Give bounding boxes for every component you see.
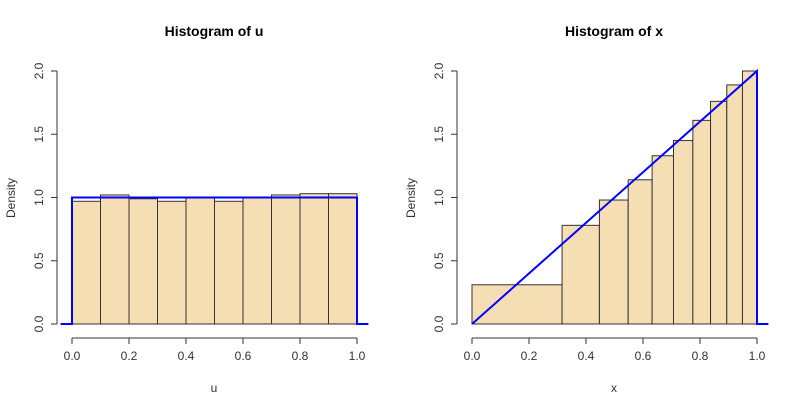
x-tick-label: 0.8 bbox=[692, 349, 709, 363]
histogram-bar bbox=[710, 100, 728, 325]
y-tick-label: 0.5 bbox=[32, 252, 46, 269]
chart-title: Histogram of u bbox=[165, 23, 264, 39]
bars bbox=[471, 70, 758, 325]
histogram-bar bbox=[128, 198, 158, 325]
histogram-bar bbox=[651, 155, 674, 325]
y-tick-label: 1.0 bbox=[432, 189, 446, 206]
y-axis: 0.0 0.5 1.0 1.5 2.0 bbox=[432, 62, 458, 332]
histogram-bar bbox=[214, 200, 244, 325]
y-tick-label: 0.0 bbox=[432, 315, 446, 332]
x-tick-label: 1.0 bbox=[349, 349, 366, 363]
x-tick-label: 0.4 bbox=[578, 349, 595, 363]
y-tick-label: 1.5 bbox=[432, 126, 446, 143]
density-line bbox=[471, 68, 769, 325]
histogram-bar bbox=[471, 284, 563, 325]
x-axis-label: x bbox=[611, 381, 617, 395]
histogram-bar bbox=[627, 179, 653, 325]
y-tick-label: 2.0 bbox=[432, 62, 446, 79]
y-axis: 0.0 0.5 1.0 1.5 2.0 bbox=[32, 62, 58, 332]
x-axis-label: u bbox=[211, 381, 218, 395]
density-line bbox=[60, 196, 369, 325]
bars bbox=[71, 193, 358, 325]
histogram-bar bbox=[71, 200, 101, 325]
histogram-x-panel: Histogram of x x Density 0.0 0.2 0.4 0.6 0.8… bbox=[404, 23, 769, 395]
density-curve-group bbox=[471, 68, 769, 325]
x-tick-label: 0.2 bbox=[121, 349, 138, 363]
y-tick-label: 2.0 bbox=[32, 62, 46, 79]
x-tick-label: 1.0 bbox=[749, 349, 766, 363]
y-axis-label: Density bbox=[4, 178, 18, 218]
x-tick-label: 0.6 bbox=[235, 349, 252, 363]
chart-title: Histogram of x bbox=[565, 23, 663, 39]
histogram-bar bbox=[242, 197, 272, 325]
y-axis-label: Density bbox=[404, 178, 418, 218]
y-tick-label: 0.0 bbox=[32, 315, 46, 332]
histogram-bar bbox=[299, 193, 329, 325]
y-tick-label: 1.0 bbox=[32, 189, 46, 206]
histogram-bar bbox=[598, 199, 629, 325]
histogram-bar bbox=[157, 200, 187, 325]
histogram-bar bbox=[100, 194, 130, 325]
histogram-u-panel: Histogram of u u Density 0.0 0.2 0.4 0.6 0.8… bbox=[4, 23, 369, 395]
x-tick-label: 0.8 bbox=[292, 349, 309, 363]
histogram-bar bbox=[328, 193, 358, 325]
x-tick-label: 0.4 bbox=[178, 349, 195, 363]
x-tick-label: 0.0 bbox=[64, 349, 81, 363]
histogram-bar bbox=[741, 70, 758, 325]
x-axis: 0.0 0.2 0.4 0.6 0.8 1.0 bbox=[464, 337, 766, 363]
x-tick-label: 0.2 bbox=[521, 349, 538, 363]
density-curve-group bbox=[60, 196, 369, 325]
histogram-bar bbox=[672, 140, 694, 325]
x-axis: 0.0 0.2 0.4 0.6 0.8 1.0 bbox=[64, 337, 366, 363]
histogram-bar bbox=[726, 84, 743, 325]
y-tick-label: 0.5 bbox=[432, 252, 446, 269]
x-tick-label: 0.6 bbox=[635, 349, 652, 363]
y-tick-label: 1.5 bbox=[32, 126, 46, 143]
histogram-bar bbox=[271, 194, 301, 325]
histogram-bar bbox=[692, 119, 712, 325]
histogram-bar bbox=[185, 197, 215, 325]
x-tick-label: 0.0 bbox=[464, 349, 481, 363]
